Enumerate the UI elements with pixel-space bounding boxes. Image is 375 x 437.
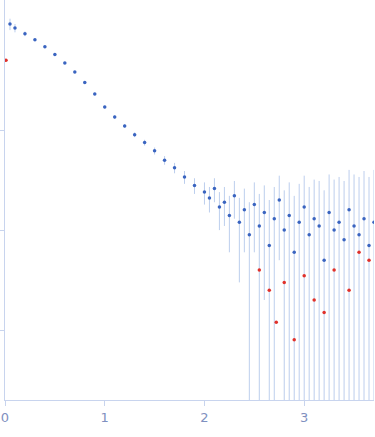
svg-text:0: 0 — [1, 410, 9, 425]
svg-text:1: 1 — [101, 410, 109, 425]
svg-text:2: 2 — [200, 410, 208, 425]
svg-text:3: 3 — [300, 410, 308, 425]
